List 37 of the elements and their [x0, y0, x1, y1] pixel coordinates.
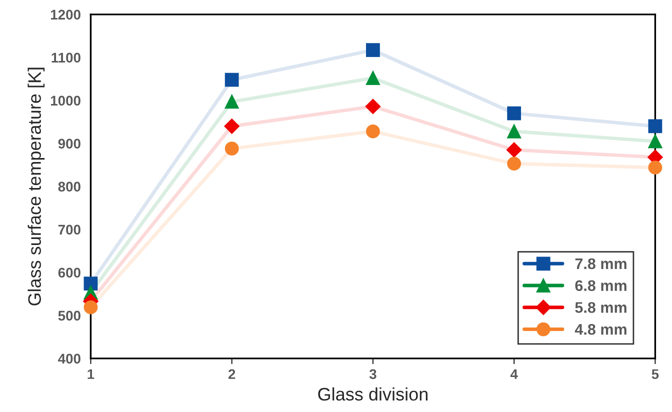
point: [224, 142, 239, 156]
y-tick-label: 700: [58, 224, 80, 235]
legend-label: 7.8 mm: [575, 258, 626, 270]
point: [507, 124, 522, 138]
y-tick-label: 500: [58, 310, 80, 321]
x-tick-label: 3: [369, 369, 376, 380]
y-tick-label: 1000: [50, 96, 80, 106]
y-tick-label: 600: [58, 268, 80, 278]
point: [224, 94, 239, 109]
point: [648, 119, 662, 134]
point: [366, 124, 380, 138]
point: [224, 118, 240, 134]
y-tick-label: 1100: [52, 52, 80, 63]
y-tick-label: 900: [58, 138, 80, 149]
point: [506, 142, 522, 158]
point: [84, 300, 98, 314]
x-tick-label: 5: [652, 369, 659, 380]
x-tick-label: 2: [228, 369, 236, 379]
point: [365, 98, 381, 114]
x-axis-title: Glass division: [318, 387, 428, 401]
point: [648, 134, 662, 148]
point: [507, 156, 522, 171]
y-tick-label: 1200: [50, 10, 80, 20]
y-tick-label: 800: [58, 182, 80, 192]
point: [366, 43, 380, 58]
legend-label: 6.8 mm: [575, 280, 626, 292]
legend-label: 5.8 mm: [575, 302, 626, 313]
legend-label: 4.8 mm: [574, 324, 626, 335]
y-axis-title: Glass surface temperature [K]: [28, 68, 45, 306]
y-tick-label: 400: [58, 354, 80, 364]
x-tick-label: 4: [510, 369, 518, 379]
point: [507, 106, 522, 120]
point: [224, 72, 239, 87]
point: [84, 276, 98, 291]
x-tick-label: 1: [88, 369, 94, 379]
point: [366, 71, 380, 86]
point: [648, 160, 662, 174]
